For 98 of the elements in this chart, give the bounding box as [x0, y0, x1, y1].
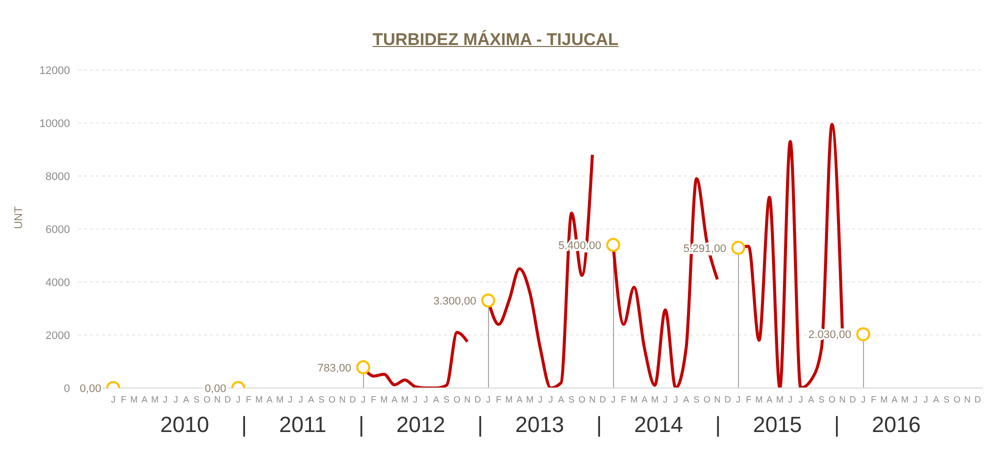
x-tick-label: S — [444, 394, 450, 404]
x-tick-label: M — [255, 394, 263, 404]
x-tick-label: D — [474, 394, 482, 404]
x-tick-label: J — [736, 394, 740, 404]
data-label: 3.300,00 — [433, 296, 476, 308]
x-tick-label: J — [298, 394, 303, 404]
x-tick-label: A — [933, 394, 940, 404]
x-tick-label: M — [776, 394, 784, 404]
x-tick-label: M — [276, 394, 284, 404]
x-tick-label: J — [413, 394, 418, 404]
x-tick-label: J — [110, 394, 116, 404]
x-tick-label: A — [558, 394, 564, 404]
x-tick-label: D — [350, 394, 357, 404]
x-tick-label: A — [808, 394, 814, 404]
x-tick-label: M — [505, 394, 513, 404]
x-tick-label: F — [620, 394, 627, 404]
x-tick-label: N — [714, 394, 721, 404]
x-tick-label: J — [486, 394, 490, 404]
y-tick-label: 0 — [64, 382, 70, 395]
x-tick-label: A — [391, 394, 398, 404]
x-tick-label: J — [236, 394, 240, 404]
x-tick-label: O — [453, 394, 460, 404]
x-tick-label: S — [944, 394, 950, 404]
x-tick-label: S — [318, 394, 325, 404]
x-tick-label: J — [673, 394, 678, 404]
x-tick-label: J — [923, 394, 928, 404]
x-tick-label: D — [224, 394, 232, 404]
x-tick-label: J — [538, 394, 543, 404]
x-tick-label: J — [860, 394, 866, 404]
x-tick-label: M — [901, 394, 909, 404]
x-tick-label: O — [203, 394, 210, 404]
x-tick-label: S — [568, 394, 575, 404]
x-tick-label: F — [120, 394, 127, 404]
x-tick-label: J — [423, 394, 428, 404]
x-tick-label: S — [694, 394, 700, 404]
x-tick-label: N — [339, 394, 346, 404]
data-label: 783,00 — [318, 362, 352, 374]
x-tick-label: A — [516, 394, 522, 404]
y-tick-label: 4000 — [46, 276, 70, 289]
x-tick-label: S — [818, 394, 825, 404]
y-tick-label: 8000 — [46, 170, 70, 183]
x-tick-label: N — [839, 394, 846, 404]
x-tick-label: F — [496, 394, 502, 404]
x-tick-label: O — [578, 394, 586, 404]
x-tick-label: A — [308, 394, 314, 404]
x-tick-label: A — [891, 394, 898, 404]
x-tick-label: M — [651, 394, 659, 404]
x-tick-label: M — [630, 394, 638, 404]
x-tick-label: J — [788, 394, 793, 404]
y-tick-label: 12000 — [39, 64, 70, 77]
x-tick-label: J — [663, 394, 668, 404]
x-tick-label: N — [964, 394, 971, 404]
x-tick-label: F — [870, 394, 877, 404]
x-tick-label: J — [798, 394, 803, 404]
x-tick-label: A — [683, 394, 690, 404]
x-tick-label: J — [288, 394, 293, 404]
y-tick-label: 10000 — [39, 118, 70, 130]
x-tick-label: O — [828, 394, 836, 404]
x-tick-label: M — [526, 394, 534, 404]
x-tick-label: M — [880, 394, 888, 404]
data-label: 0,00 — [80, 383, 102, 395]
x-tick-label: D — [724, 394, 732, 404]
x-tick-label: O — [953, 394, 960, 404]
x-tick-label: M — [151, 394, 159, 404]
x-tick-label: J — [913, 394, 918, 404]
y-tick-label: 2000 — [46, 330, 70, 342]
x-tick-label: D — [974, 394, 982, 404]
x-tick-label: A — [766, 394, 772, 404]
x-tick-label: A — [266, 394, 272, 404]
x-tick-label: M — [755, 394, 763, 404]
x-tick-label: M — [401, 394, 409, 404]
x-tick-label: J — [163, 394, 168, 404]
x-tick-label: S — [194, 394, 200, 404]
x-tick-label: O — [703, 394, 710, 404]
x-tick-label: F — [246, 394, 252, 404]
x-tick-label: A — [141, 394, 148, 404]
x-tick-label: A — [183, 394, 190, 404]
x-tick-label: J — [360, 394, 366, 404]
x-tick-label: F — [746, 394, 752, 404]
y-axis-title: UNT — [12, 206, 25, 229]
x-tick-label: M — [130, 394, 138, 404]
y-tick-label: 6000 — [46, 224, 70, 236]
chart-title: TURBIDEZ MÁXIMA - TIJUCAL — [372, 29, 620, 51]
x-tick-label: J — [173, 394, 178, 404]
x-tick-label: F — [370, 394, 377, 404]
x-tick-label: D — [600, 394, 607, 404]
x-tick-label: J — [610, 394, 616, 404]
x-tick-label: J — [548, 394, 553, 404]
data-label: 0,00 — [204, 383, 226, 395]
x-tick-label: O — [328, 394, 336, 404]
x-tick-label: N — [464, 394, 471, 404]
x-tick-label: M — [380, 394, 388, 404]
x-axis-title: 2010 | 2011 | 2012 | 2013 | 2014 | 2015 | 2016 — [159, 412, 922, 438]
x-tick-label: A — [433, 394, 440, 404]
x-tick-label: N — [589, 394, 596, 404]
x-tick-label: N — [214, 394, 221, 404]
x-tick-label: D — [850, 394, 857, 404]
x-tick-label: A — [641, 394, 648, 404]
